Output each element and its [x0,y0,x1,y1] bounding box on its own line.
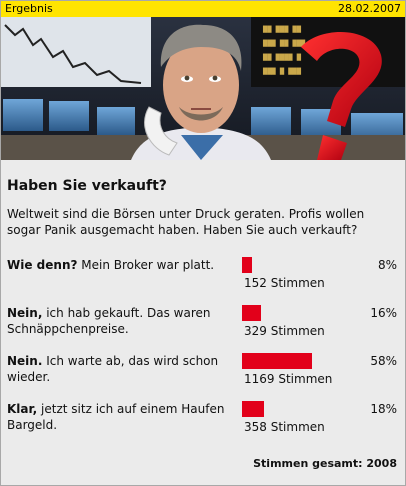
answer-percent: 58% [370,354,397,368]
answer-rest: Mein Broker war platt. [77,258,215,272]
answer-bar-track [242,353,362,369]
answer-row: Klar, jetzt sitz ich auf einem Haufen Ba… [1,401,405,449]
answer-votes: 1169 Stimmen [244,372,333,386]
answer-bold: Klar, [7,402,38,416]
answer-bar [242,305,261,321]
answer-bold: Nein, [7,306,43,320]
header-date: 28.02.2007 [338,2,401,15]
poll-question: Haben Sie verkauft? [7,178,167,194]
answer-row: Nein, ich hab gekauft. Das waren Schnäpp… [1,305,405,353]
answer-rest: ich hab gekauft. Das waren Schnäppchenpr… [7,306,211,336]
answer-votes: 152 Stimmen [244,276,325,290]
answer-rest: Ich warte ab, das wird schon wieder. [7,354,219,384]
svg-text:▇▇▇ ▇ ▇▇▇: ▇▇▇ ▇ ▇▇▇ [262,67,302,75]
answer-votes: 358 Stimmen [244,420,325,434]
poll-content: Haben Sie verkauft? Weltweit sind die Bö… [1,160,405,485]
answer-percent: 18% [370,402,397,416]
answer-bar [242,353,312,369]
answer-votes: 329 Stimmen [244,324,325,338]
header-label: Ergebnis [5,2,53,15]
svg-text:▇▇ ▇▇▇ ▇▇: ▇▇ ▇▇▇ ▇▇ [262,25,302,33]
answer-percent: 16% [370,306,397,320]
header-photo: ▇▇ ▇▇▇ ▇▇ ▇▇▇ ▇▇ ▇▇▇ ▇▇ ▇▇▇▇ ▇ ▇▇▇ ▇ ▇▇▇ [1,17,405,160]
answer-percent: 8% [377,258,397,272]
answer-bold: Nein. [7,354,43,368]
answer-rest: jetzt sitz ich auf einem Haufen Bargeld. [7,402,225,432]
answer-bar-track [242,305,362,321]
answer-text: Klar, jetzt sitz ich auf einem Haufen Ba… [7,401,235,433]
trader-photo-illustration: ▇▇ ▇▇▇ ▇▇ ▇▇▇ ▇▇ ▇▇▇ ▇▇ ▇▇▇▇ ▇ ▇▇▇ ▇ ▇▇▇ [1,17,405,160]
answer-row: Nein. Ich warte ab, das wird schon wiede… [1,353,405,401]
poll-intro: Weltweit sind die Börsen unter Druck ger… [7,207,365,237]
answer-text: Wie denn? Mein Broker war platt. [7,257,235,273]
total-votes: Stimmen gesamt: 2008 [253,457,397,470]
answer-bar-track [242,401,362,417]
answer-bar [242,257,252,273]
answer-bar [242,401,264,417]
answer-bold: Wie denn? [7,258,78,272]
svg-text:▇▇▇ ▇▇ ▇▇▇: ▇▇▇ ▇▇ ▇▇▇ [262,39,306,47]
header-bar: Ergebnis 28.02.2007 [1,1,405,17]
svg-text:▇▇ ▇▇▇▇ ▇: ▇▇ ▇▇▇▇ ▇ [262,53,302,61]
answer-bar-track [242,257,362,273]
answer-row: Wie denn? Mein Broker war platt. 8% 152 … [1,257,405,305]
answer-text: Nein. Ich warte ab, das wird schon wiede… [7,353,235,385]
answer-text: Nein, ich hab gekauft. Das waren Schnäpp… [7,305,235,337]
